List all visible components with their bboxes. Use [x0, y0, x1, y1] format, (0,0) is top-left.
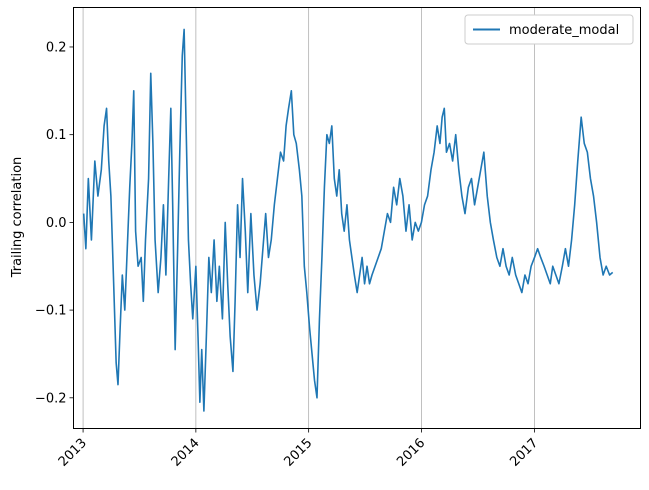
x-axis-ticks: 2013 2014 2015 2016 2017	[56, 428, 541, 470]
y-tick-label: 0.0	[46, 216, 67, 231]
legend-box	[464, 14, 634, 45]
legend-label: moderate_modal	[509, 23, 619, 38]
x-gridlines	[82, 7, 535, 429]
x-tick-label: 2013	[56, 436, 90, 470]
y-tick-label: −0.1	[35, 304, 67, 319]
legend: moderate_modal	[464, 14, 634, 45]
plot-frame	[73, 7, 641, 429]
y-tick-label: 0.2	[46, 40, 67, 55]
x-tick-label: 2016	[394, 436, 428, 470]
x-tick-label: 2017	[507, 436, 541, 470]
series-layer	[82, 28, 614, 412]
x-tick-label: 2015	[281, 436, 315, 470]
series-line-moderate_modal	[82, 28, 614, 412]
y-axis-label: Trailing correlation	[10, 157, 25, 279]
y-tick-label: −0.2	[35, 391, 67, 406]
y-tick-label: 0.1	[46, 128, 67, 143]
y-axis-ticks: −0.2 −0.1 0.0 0.1 0.2	[35, 40, 74, 406]
x-tick-label: 2014	[169, 436, 203, 470]
